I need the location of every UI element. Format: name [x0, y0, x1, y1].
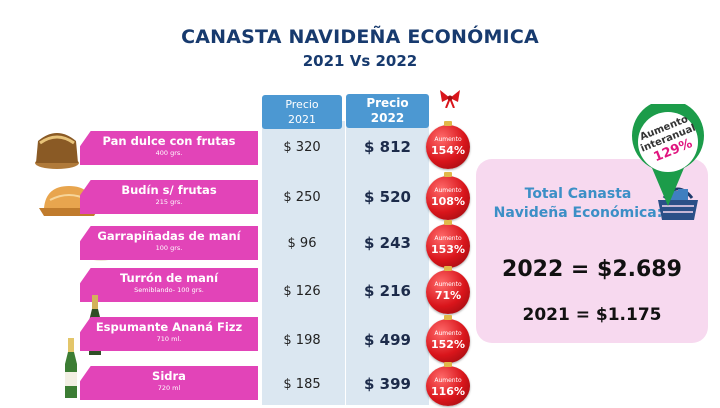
table-row: Pan dulce con frutas 400 grs. $ 320 $ 81…	[0, 121, 720, 171]
ornament-cap-icon	[444, 121, 452, 126]
item-qty: 710 ml.	[156, 335, 182, 343]
price-2021: $ 250	[283, 190, 321, 205]
header-2022-line1: Precio	[366, 96, 409, 110]
total-2022: 2022 = $2.689	[502, 257, 682, 282]
ornament-badge: Aumento 153%	[426, 220, 470, 268]
aumento-label: Aumento	[434, 235, 462, 242]
aumento-value: 71%	[434, 289, 462, 302]
item-qty: Semiblando- 100 grs.	[134, 286, 204, 294]
price-2022: $ 520	[364, 188, 411, 206]
price-2021: $ 185	[283, 377, 321, 392]
ornament-badge: Aumento 152%	[426, 315, 470, 363]
item-name: Garrapiñadas de maní	[97, 229, 241, 243]
header-precio-2021: Precio 2021	[262, 95, 342, 129]
sidra-bottle-icon	[65, 338, 77, 398]
price-2021: $ 320	[283, 140, 321, 155]
item-qty: 720 ml	[157, 384, 181, 392]
aumento-label: Aumento	[434, 281, 462, 288]
price-2022: $ 399	[364, 375, 411, 393]
page-title: CANASTA NAVIDEÑA ECONÓMICA	[181, 26, 539, 48]
column-2021-background	[262, 121, 345, 405]
item-label: Turrón de maní Semiblando- 100 grs.	[80, 268, 258, 302]
item-qty: 215 grs.	[155, 198, 183, 206]
price-2022: $ 499	[364, 331, 411, 349]
table-row: Turrón de maní Semiblando- 100 grs. $ 12…	[0, 266, 720, 314]
ribbon-bow-icon	[440, 90, 460, 108]
ornament-badge: Aumento 154%	[426, 121, 470, 169]
price-2021: $ 96	[287, 236, 317, 251]
table-row: Budín s/ frutas 215 grs. $ 250 $ 520 Aum…	[0, 172, 720, 220]
aumento-label: Aumento	[434, 187, 462, 194]
item-name: Sidra	[152, 369, 186, 383]
column-2022-background	[346, 121, 429, 405]
item-qty: 400 grs.	[155, 149, 183, 157]
price-2021: $ 126	[283, 284, 321, 299]
table-row: Espumante Ananá Fizz 710 ml. $ 198 $ 499…	[0, 295, 720, 363]
aumento-value: 108%	[431, 195, 465, 208]
table-row: Garrapiñadas de maní 100 grs. $ 96 $ 243…	[0, 220, 720, 268]
total-title-line1: Total Canasta	[524, 186, 632, 202]
aumento-value: 154%	[431, 144, 465, 157]
ornament-cap-icon	[444, 220, 452, 225]
item-qty: 100 grs.	[155, 244, 183, 252]
header-2022-line2: 2022	[370, 111, 405, 125]
price-2022: $ 216	[364, 282, 411, 300]
item-name: Espumante Ananá Fizz	[95, 320, 243, 334]
header-2021-line1: Precio	[285, 98, 319, 111]
ornament-badge: Aumento 116%	[426, 362, 470, 406]
aumento-label: Aumento	[434, 377, 462, 384]
header-2021-line2: 2021	[288, 113, 316, 126]
pan-dulce-icon	[35, 133, 79, 169]
header-precio-2022: Precio 2022	[346, 94, 429, 128]
item-name: Budín s/ frutas	[121, 183, 217, 197]
total-2021: 2021 = $1.175	[522, 305, 662, 325]
item-label: Sidra 720 ml	[80, 366, 258, 400]
item-label: Garrapiñadas de maní 100 grs.	[80, 226, 258, 260]
table-row: Sidra 720 ml $ 185 $ 399 Aumento 116%	[0, 338, 720, 408]
aumento-value: 116%	[431, 385, 465, 398]
item-label: Budín s/ frutas 215 grs.	[80, 180, 258, 214]
price-2022: $ 243	[364, 234, 411, 252]
aumento-label: Aumento	[434, 330, 462, 337]
price-2021: $ 198	[283, 333, 321, 348]
ornament-cap-icon	[444, 315, 452, 320]
ornament-cap-icon	[444, 266, 452, 271]
aumento-value: 152%	[431, 338, 465, 351]
ornament-cap-icon	[444, 172, 452, 177]
aumento-value: 153%	[431, 243, 465, 256]
price-2022: $ 812	[364, 138, 411, 156]
item-name: Pan dulce con frutas	[102, 134, 236, 148]
ornament-badge: Aumento 108%	[426, 172, 470, 220]
item-label: Pan dulce con frutas 400 grs.	[80, 131, 258, 165]
ornament-badge: Aumento 71%	[426, 266, 470, 314]
item-label: Espumante Ananá Fizz 710 ml.	[80, 317, 258, 351]
aumento-label: Aumento	[434, 136, 462, 143]
page-subtitle: 2021 Vs 2022	[302, 52, 418, 70]
ornament-cap-icon	[444, 362, 452, 367]
item-name: Turrón de maní	[119, 271, 219, 285]
map-pin-icon	[632, 104, 704, 206]
total-title-line2: Navideña Económica:	[493, 205, 663, 221]
